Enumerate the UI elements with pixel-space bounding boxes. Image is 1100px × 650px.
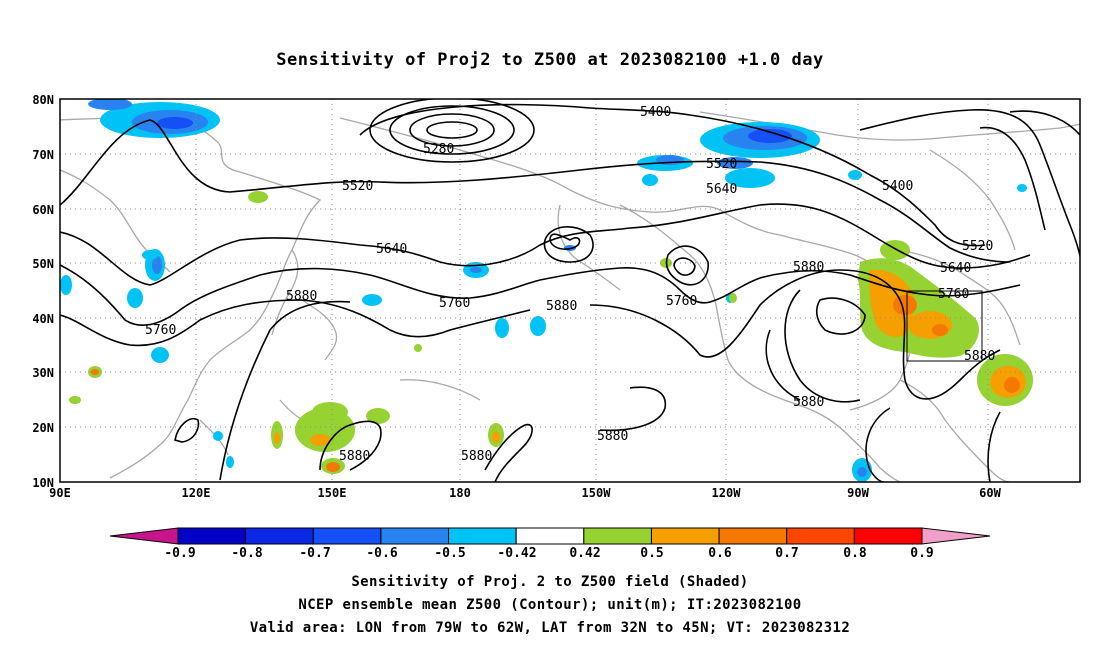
lon-label: 90E [49,486,71,500]
grid-lines [60,99,1080,482]
lat-label: 60N [32,203,54,217]
colorbar-cell [718,527,788,545]
contour-label: 5640 [376,242,407,257]
colorbar-high-end [921,527,991,545]
contour-label: 5880 [461,449,492,464]
footer-line-3: Valid area: LON from 79W to 62W, LAT fro… [249,620,851,636]
coastlines [60,111,1080,482]
colorbar-label: 0.42 [569,546,600,561]
lon-label: 120E [182,486,211,500]
map-title: Sensitivity of Proj2 to Z500 at 20230821… [276,50,824,70]
lon-label: 150W [582,486,612,500]
colorbar-cell [853,527,923,545]
colorbar-label: 0.6 [708,546,732,561]
contour-label: 5880 [286,289,317,304]
contour-label: 5880 [964,349,995,364]
positive-sensitivity-areas [69,191,1033,474]
contour-label: 5880 [793,260,824,275]
contour-label: 5880 [546,299,577,314]
negative-sensitivity-areas [60,99,1027,482]
contour-label: 5520 [706,157,737,172]
latitude-axis: 80N 70N 60N 50N 40N 30N 20N 10N [32,93,54,490]
contour-label: 5520 [342,179,373,194]
lat-label: 20N [32,421,54,435]
colorbar-label: 0.7 [775,546,798,561]
colorbar-cell [177,527,247,545]
contour-label: 5640 [706,182,737,197]
contour-label: 5400 [640,105,671,120]
longitude-axis: 90E 120E 150E 180 150W 120W 90W 60W [49,486,1001,500]
contour-label: 5280 [423,142,454,157]
lon-label: 60W [979,486,1001,500]
colorbar-cell [515,527,585,545]
z500-contours [60,99,1080,482]
colorbar-label: 0.9 [910,546,933,561]
colorbar-cell [245,527,314,545]
colorbar-cell [650,527,720,545]
colorbar-label: -0.6 [366,546,397,561]
colorbar-cell [380,527,450,545]
lat-label: 40N [32,312,54,326]
contour-label: 5760 [439,296,470,311]
lon-label: 120W [712,486,742,500]
lat-label: 50N [32,257,54,271]
footer-line-2: NCEP ensemble mean Z500 (Contour); unit(… [298,597,802,613]
colorbar-cell [786,527,855,545]
colorbar-cell [583,527,652,545]
colorbar-cell [448,527,517,545]
colorbar-label: -0.8 [231,546,262,561]
valid-area-box [906,290,983,362]
contour-label: 5880 [597,429,628,444]
contour-label: 5520 [962,239,993,254]
contour-label: 5400 [882,179,913,194]
footer-line-1: Sensitivity of Proj. 2 to Z500 field (Sh… [351,574,749,590]
colorbar-label: -0.7 [299,546,330,561]
colorbar-label: -0.9 [164,546,195,561]
contour-label: 5760 [145,323,176,338]
contour-label: 5880 [339,449,370,464]
colorbar-low-end [109,527,179,545]
colorbar-label: -0.42 [497,546,536,561]
lat-label: 80N [32,93,54,107]
contour-label: 5640 [940,261,971,276]
lat-label: 30N [32,366,54,380]
colorbar-label: -0.5 [434,546,465,561]
contour-label: 5760 [938,287,969,302]
colorbar-label: 0.8 [843,546,867,561]
lon-label: 180 [449,486,471,500]
lat-label: 70N [32,148,54,162]
colorbar-label: 0.5 [640,546,663,561]
colorbar: -0.9 -0.8 -0.7 -0.6 -0.5 -0.42 0.42 0.5 … [109,527,991,561]
colorbar-cell [312,527,382,545]
lon-label: 90W [847,486,869,500]
plot-frame [59,98,1081,483]
lat-label: 10N [32,476,54,490]
lon-label: 150E [318,486,347,500]
contour-label: 5760 [666,294,697,309]
contour-label: 5880 [793,395,824,410]
